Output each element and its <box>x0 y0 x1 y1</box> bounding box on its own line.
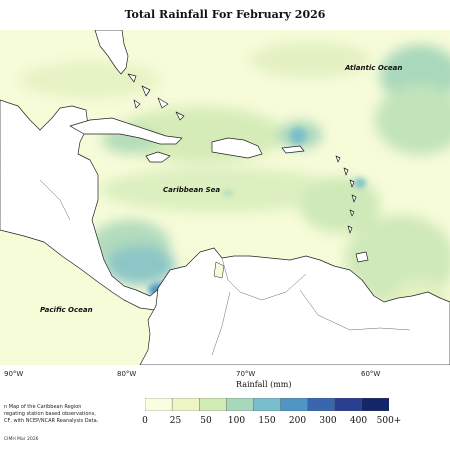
central-america <box>0 99 161 311</box>
jamaica-island <box>145 151 171 163</box>
legend-title: Rainfall (mm) <box>236 380 292 389</box>
political-boundaries <box>39 179 411 356</box>
caption-line: n Map of the Caribbean Region <box>4 404 82 410</box>
caribbean-sea-label: Caribbean Sea <box>163 186 221 194</box>
legend-swatch <box>171 398 200 411</box>
legend-swatch <box>145 398 173 411</box>
hispaniola-island <box>211 137 263 159</box>
legend-swatch <box>226 398 255 411</box>
legend-swatch <box>334 398 363 411</box>
legend-tick-25: 25 <box>169 416 182 426</box>
pacific-ocean-label: Pacific Ocean <box>40 306 93 314</box>
trinidad-island <box>355 251 369 263</box>
longitude-label-70w: 70°W <box>236 370 256 378</box>
legend-swatch <box>253 398 282 411</box>
atlantic-ocean-label: Atlantic Ocean <box>345 64 403 72</box>
caption-line: regating station based observations, <box>4 411 96 417</box>
land-masses <box>0 30 450 365</box>
legend-swatch <box>307 398 336 411</box>
bahamas-islands <box>127 73 185 121</box>
legend-tick-0: 0 <box>142 416 148 426</box>
longitude-label-80w: 80°W <box>117 370 137 378</box>
lesser-antilles <box>335 155 357 234</box>
longitude-label-90w: 90°W <box>4 370 24 378</box>
legend-colorbar <box>145 398 389 411</box>
puerto-rico-island <box>281 145 305 154</box>
cuba-island <box>69 117 183 145</box>
map-caption: n Map of the Caribbean Region regating s… <box>4 404 129 425</box>
rainfall-map <box>0 30 450 365</box>
legend-swatch <box>199 398 227 411</box>
caption-line: CF, with NCEP/NCAR Reanalysis Data. <box>4 418 99 424</box>
legend-tick-100: 100 <box>227 416 246 426</box>
south-america <box>139 247 450 365</box>
legend-tick-50: 50 <box>200 416 212 426</box>
legend-tick-400: 400 <box>349 416 368 426</box>
lake-maracaibo <box>213 261 225 279</box>
legend-tick-150: 150 <box>258 416 276 426</box>
legend-swatch <box>361 398 389 411</box>
legend-tick-300: 300 <box>319 416 337 426</box>
longitude-label-60w: 60°W <box>361 370 381 378</box>
legend-swatch <box>280 398 309 411</box>
legend-tick-500-plus: 500+ <box>376 416 402 426</box>
map-credit: CIMH Mar 2026 <box>4 437 39 442</box>
florida-peninsula <box>94 30 129 75</box>
legend-tick-200: 200 <box>288 416 307 426</box>
map-title: Total Rainfall For February 2026 <box>124 8 326 21</box>
